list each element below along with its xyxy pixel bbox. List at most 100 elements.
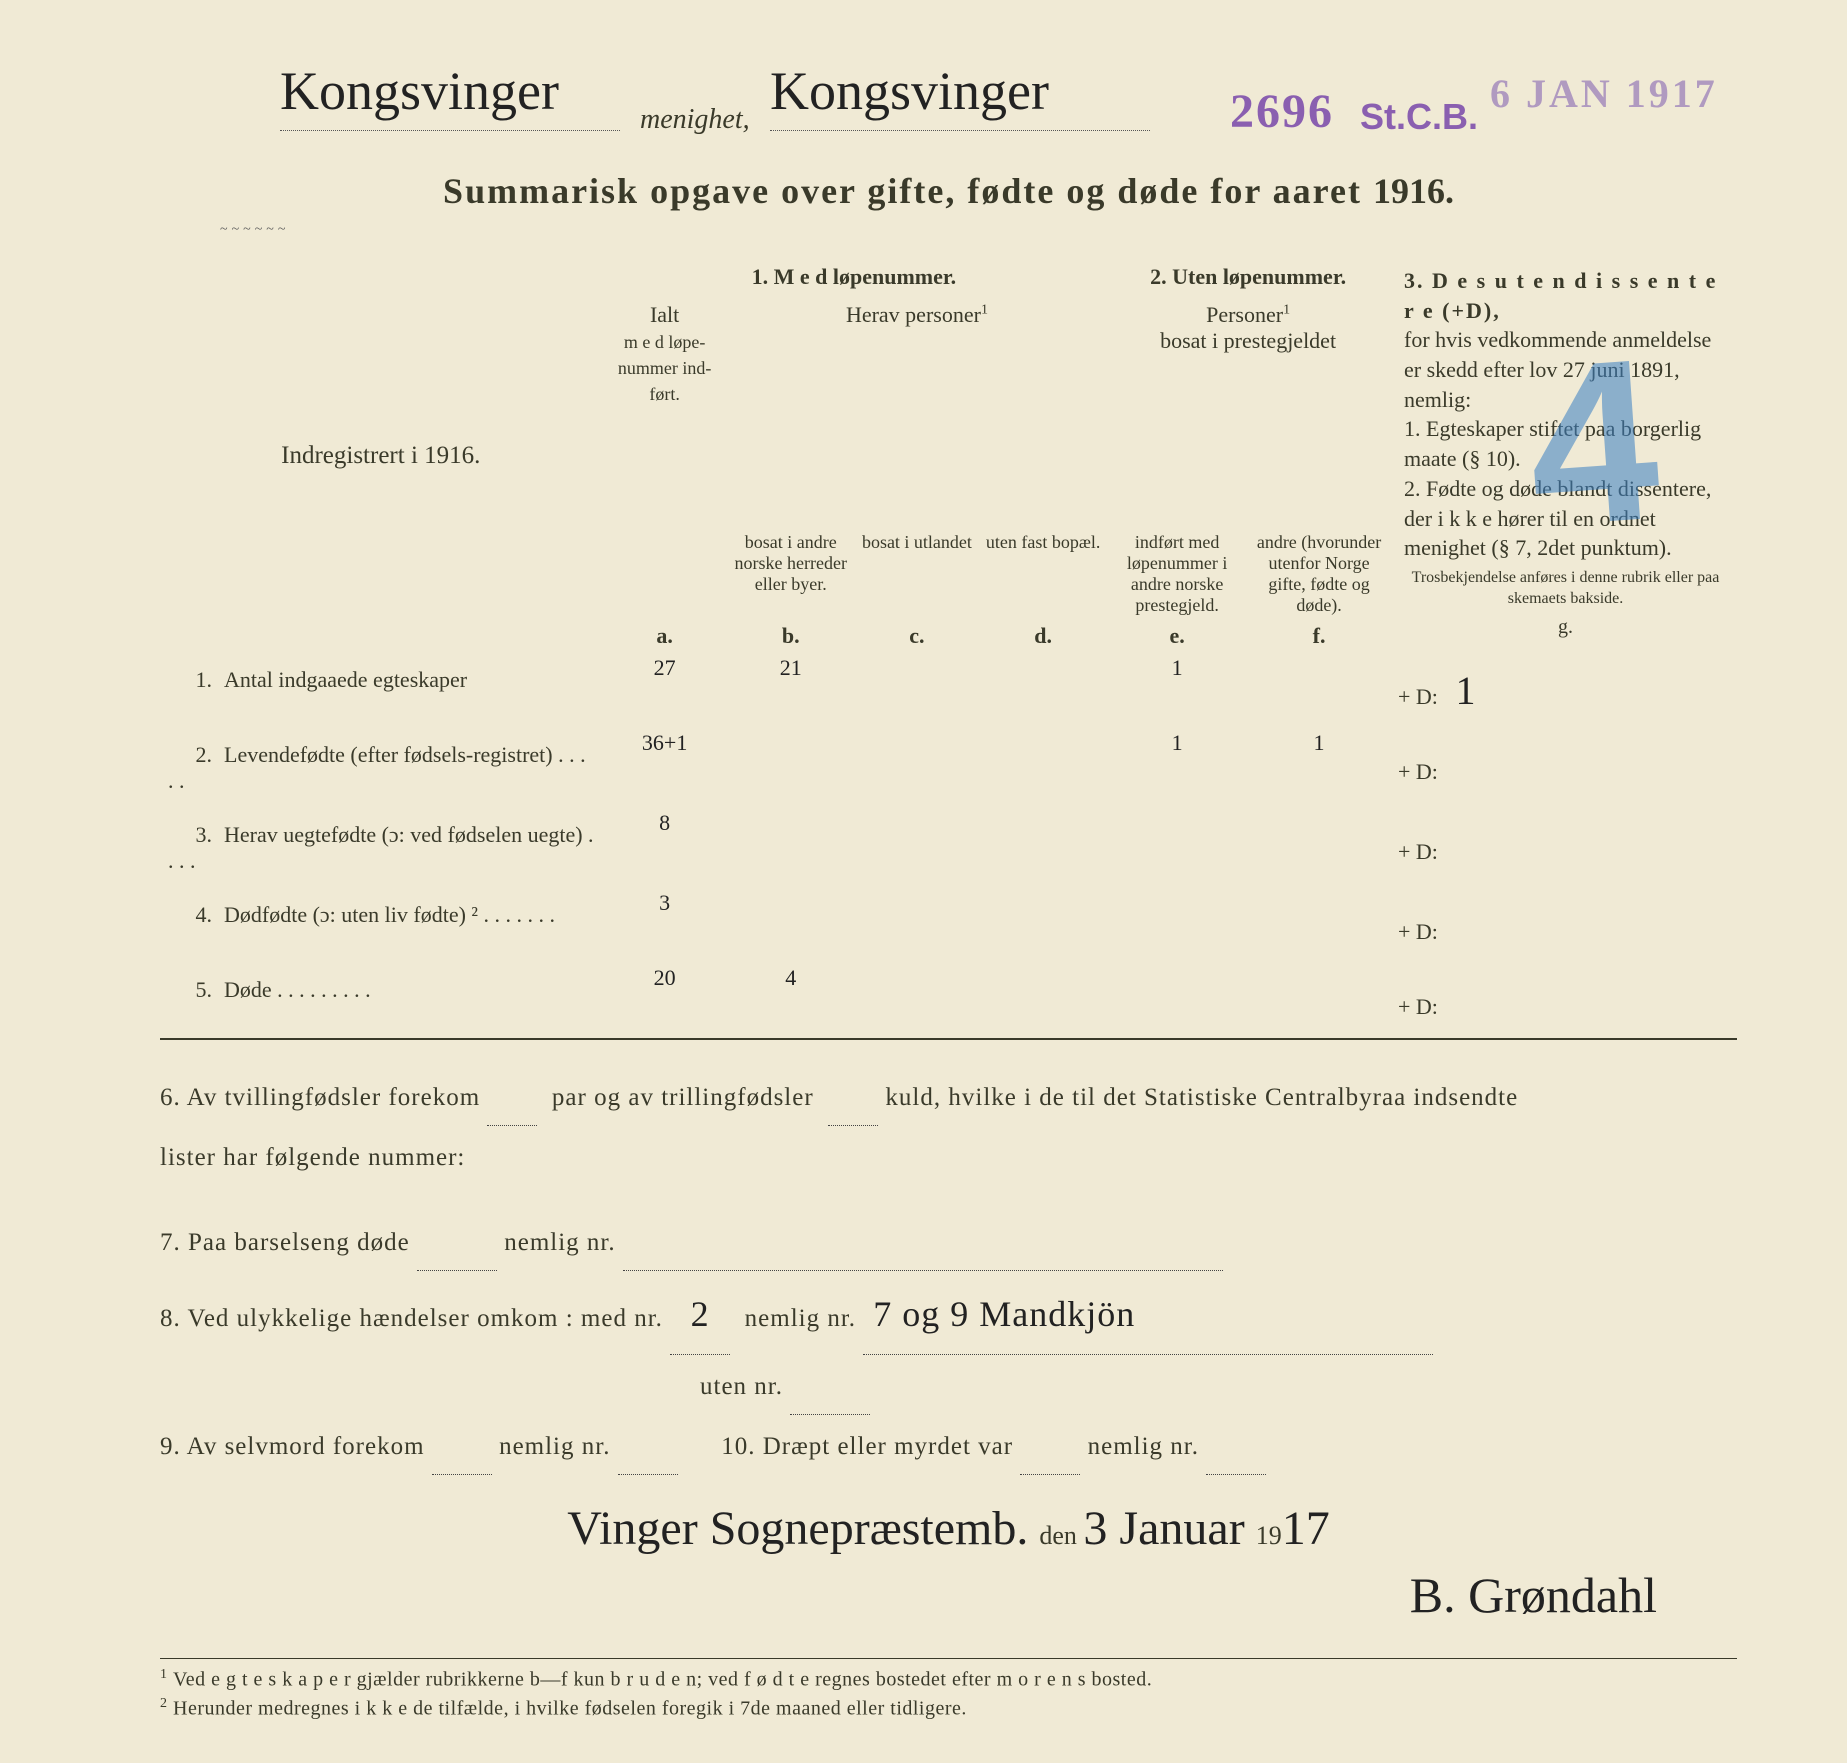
blank-triplets bbox=[828, 1070, 878, 1126]
d-value bbox=[1438, 743, 1450, 788]
row-label: Antal indgaaede egteskaper bbox=[224, 667, 467, 692]
footnote-1: Ved e g t e s k a p e r gjælder rubrikke… bbox=[173, 1669, 1152, 1691]
line10-label: 10. Dræpt eller myrdet var bbox=[721, 1433, 1013, 1460]
row-num: 4. bbox=[168, 902, 224, 928]
blank-twins bbox=[487, 1070, 537, 1126]
cell-c bbox=[854, 888, 980, 963]
table-left-header: Indregistrert i 1916. bbox=[160, 258, 602, 653]
line9-label: 9. Av selvmord forekom bbox=[160, 1433, 425, 1460]
table-group1-title: 1. M e d løpenummer. bbox=[602, 258, 1107, 296]
signature-line: Vinger Sognepræstemb. den 3 Januar 1917 bbox=[160, 1501, 1737, 1556]
table-body: 1.Antal indgaaede egteskaper 27 21 1 + D… bbox=[160, 653, 1737, 1039]
line-6: 6. Av tvillingfødsler forekom par og av … bbox=[160, 1070, 1737, 1126]
summary-table: Indregistrert i 1916. 1. M e d løpenumme… bbox=[160, 258, 1737, 1040]
d-value: 1 bbox=[1443, 668, 1475, 713]
cell-d bbox=[980, 808, 1106, 888]
cell-g: + D: 1 bbox=[1390, 653, 1737, 728]
stamp-stcb: St.C.B. bbox=[1360, 96, 1478, 138]
group3-item1: 1. Egteskaper stiftet paa borgerlig maat… bbox=[1404, 416, 1701, 471]
col-letter-e: e. bbox=[1106, 622, 1248, 653]
table-row: 3.Herav uegtefødte (ɔ: ved fødselen uegt… bbox=[160, 808, 1737, 888]
signature-name: B. Grøndahl bbox=[160, 1566, 1737, 1624]
cell-f bbox=[1248, 963, 1390, 1039]
district-name: Kongsvinger bbox=[770, 60, 1049, 122]
cell-c bbox=[854, 963, 980, 1039]
uten-label: uten nr. bbox=[700, 1373, 783, 1400]
line-9-10: 9. Av selvmord forekom nemlig nr. 10. Dr… bbox=[160, 1419, 1737, 1475]
group3-item2: 2. Fødte og døde blandt dissentere, der … bbox=[1404, 476, 1711, 560]
line8-label: 8. Ved ulykkelige hændelser omkom : med … bbox=[160, 1305, 663, 1332]
personer-label: Personer bbox=[1206, 302, 1283, 327]
underline bbox=[770, 130, 1150, 131]
header-line: Kongsvinger menighet, Kongsvinger 2696 S… bbox=[160, 60, 1737, 150]
col-b-header: bosat i andre norske herreder eller byer… bbox=[728, 526, 854, 622]
cell-a: 36+1 bbox=[602, 728, 728, 808]
blank bbox=[790, 1359, 870, 1415]
title-year: 1916. bbox=[1373, 171, 1454, 211]
blank bbox=[623, 1215, 1223, 1271]
cell-g: + D: bbox=[1390, 963, 1737, 1039]
cell-c bbox=[854, 808, 980, 888]
herav-label: Herav personer bbox=[846, 302, 981, 327]
cell-d bbox=[980, 963, 1106, 1039]
nemlig-label: nemlig nr. bbox=[504, 1229, 615, 1256]
col-letter-b: b. bbox=[728, 622, 854, 653]
cell-d bbox=[980, 728, 1106, 808]
col-letter-a: a. bbox=[602, 622, 728, 653]
cell-b bbox=[728, 888, 854, 963]
row-num: 5. bbox=[168, 977, 224, 1003]
ialt-label: Ialt bbox=[650, 302, 679, 327]
d-value bbox=[1438, 903, 1450, 948]
col-letter-d: d. bbox=[980, 622, 1106, 653]
d-prefix: + D: bbox=[1398, 759, 1438, 784]
cell-e: 1 bbox=[1106, 653, 1248, 728]
d-prefix: + D: bbox=[1398, 919, 1438, 944]
group3-title: 3. D e s u t e n d i s s e n t e r e (+D… bbox=[1404, 268, 1717, 323]
below-table-section: 6. Av tvillingfødsler forekom par og av … bbox=[160, 1070, 1737, 1475]
cell-f: 1 bbox=[1248, 728, 1390, 808]
row-label: Levendefødte (efter fødsels-registret) .… bbox=[168, 742, 586, 793]
bosat-label: bosat i prestegjeldet bbox=[1160, 328, 1336, 353]
menighet-label: menighet, bbox=[640, 104, 750, 136]
cell-c bbox=[854, 653, 980, 728]
cell-a: 8 bbox=[602, 808, 728, 888]
line8-nemlig-value: 7 og 9 Mandkjön bbox=[863, 1275, 1433, 1355]
blank bbox=[618, 1419, 678, 1475]
cell-g: + D: bbox=[1390, 888, 1737, 963]
line6-par: par og av trillingfødsler bbox=[552, 1084, 814, 1111]
cell-b bbox=[728, 728, 854, 808]
table-group2-title: 2. Uten løpenummer. bbox=[1106, 258, 1390, 296]
group1-herav: Herav personer1 bbox=[728, 296, 1106, 526]
cell-a: 3 bbox=[602, 888, 728, 963]
footnotes: 1 Ved e g t e s k a p e r gjælder rubrik… bbox=[160, 1658, 1737, 1722]
row-label: Dødfødte (ɔ: uten liv fødte) ² . . . . .… bbox=[224, 902, 555, 927]
col-letter-g: g. bbox=[1404, 614, 1727, 645]
cell-f bbox=[1248, 653, 1390, 728]
blank bbox=[417, 1215, 497, 1271]
cell-e: 1 bbox=[1106, 728, 1248, 808]
cell-c bbox=[854, 728, 980, 808]
d-value bbox=[1438, 978, 1450, 1023]
cell-e bbox=[1106, 963, 1248, 1039]
cell-d bbox=[980, 888, 1106, 963]
table-row: 1.Antal indgaaede egteskaper 27 21 1 + D… bbox=[160, 653, 1737, 728]
cell-g: + D: bbox=[1390, 808, 1737, 888]
col-d-header: uten fast bopæl. bbox=[980, 526, 1106, 622]
document-page: 4 Kongsvinger menighet, Kongsvinger 2696… bbox=[0, 0, 1847, 1763]
nemlig-label: nemlig nr. bbox=[745, 1305, 856, 1332]
signature-date: 3 Januar bbox=[1083, 1502, 1244, 1555]
nemlig-label: nemlig nr. bbox=[1088, 1433, 1199, 1460]
cell-b: 4 bbox=[728, 963, 854, 1039]
line6-suffix: kuld, hvilke i de til det Statistiske Ce… bbox=[885, 1084, 1518, 1111]
cell-a: 20 bbox=[602, 963, 728, 1039]
line-6c: lister har følgende nummer: bbox=[160, 1130, 1737, 1185]
footnote-2: Herunder medregnes i k k e de tilfælde, … bbox=[173, 1698, 967, 1720]
table-row: 4.Dødfødte (ɔ: uten liv fødte) ² . . . .… bbox=[160, 888, 1737, 963]
line-8: 8. Ved ulykkelige hændelser omkom : med … bbox=[160, 1275, 1737, 1355]
cell-f bbox=[1248, 888, 1390, 963]
col-c-header: bosat i utlandet bbox=[854, 526, 980, 622]
col-letter-f: f. bbox=[1248, 622, 1390, 653]
line6-prefix: 6. Av tvillingfødsler forekom bbox=[160, 1084, 487, 1111]
col-e-header: indført med løpenummer i andre norske pr… bbox=[1106, 526, 1248, 622]
row-label: Døde . . . . . . . . . bbox=[224, 977, 371, 1002]
